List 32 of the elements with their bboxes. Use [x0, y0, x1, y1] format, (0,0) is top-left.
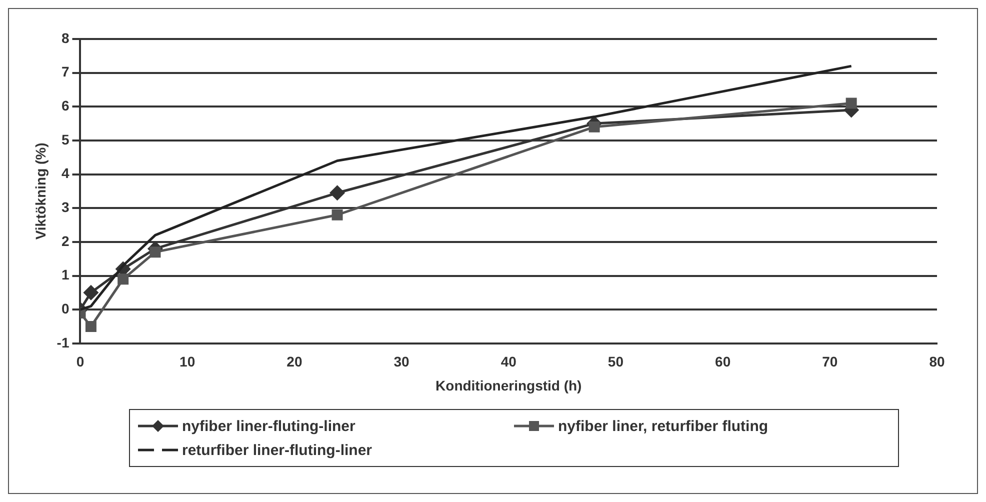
x-tick-label: 20 [286, 354, 302, 370]
x-tick-label: 80 [929, 354, 945, 370]
x-tick-label: 40 [500, 354, 517, 370]
y-tick-label: 2 [61, 232, 70, 249]
point [84, 285, 98, 300]
legend-label: nyfiber liner, returfiber fluting [558, 418, 768, 434]
x-tick-label: 70 [822, 354, 838, 370]
x-axis-title: Konditioneringstid (h) [436, 377, 582, 394]
legend-label: nyfiber liner-fluting-liner [182, 418, 356, 434]
x-tick-label: 10 [180, 354, 196, 370]
y-tick-label: 3 [61, 198, 70, 215]
y-tick-label: 0 [61, 300, 70, 316]
x-tick-label: 30 [394, 354, 410, 370]
point [150, 246, 161, 258]
x-tick-label: 60 [715, 354, 731, 370]
y-tick-label: 4 [61, 165, 70, 182]
point [330, 186, 345, 200]
point [118, 274, 129, 285]
y-tick-label: 6 [61, 98, 70, 114]
y-tick-label: 1 [61, 266, 70, 283]
y-tick-label: 7 [61, 64, 70, 80]
legend-label: returfiber liner-fluting-liner [182, 442, 372, 458]
point [332, 209, 343, 220]
y-tick-label: 8 [61, 30, 70, 46]
point [846, 98, 857, 109]
x-tick-label: 50 [608, 354, 624, 370]
y-axis-title: Viktökning (%) [32, 142, 48, 240]
y-tick-label: 5 [61, 131, 70, 148]
x-tick-label: 0 [76, 354, 84, 370]
point [85, 320, 96, 332]
point [588, 121, 600, 132]
y-tick-label: -1 [56, 334, 70, 350]
